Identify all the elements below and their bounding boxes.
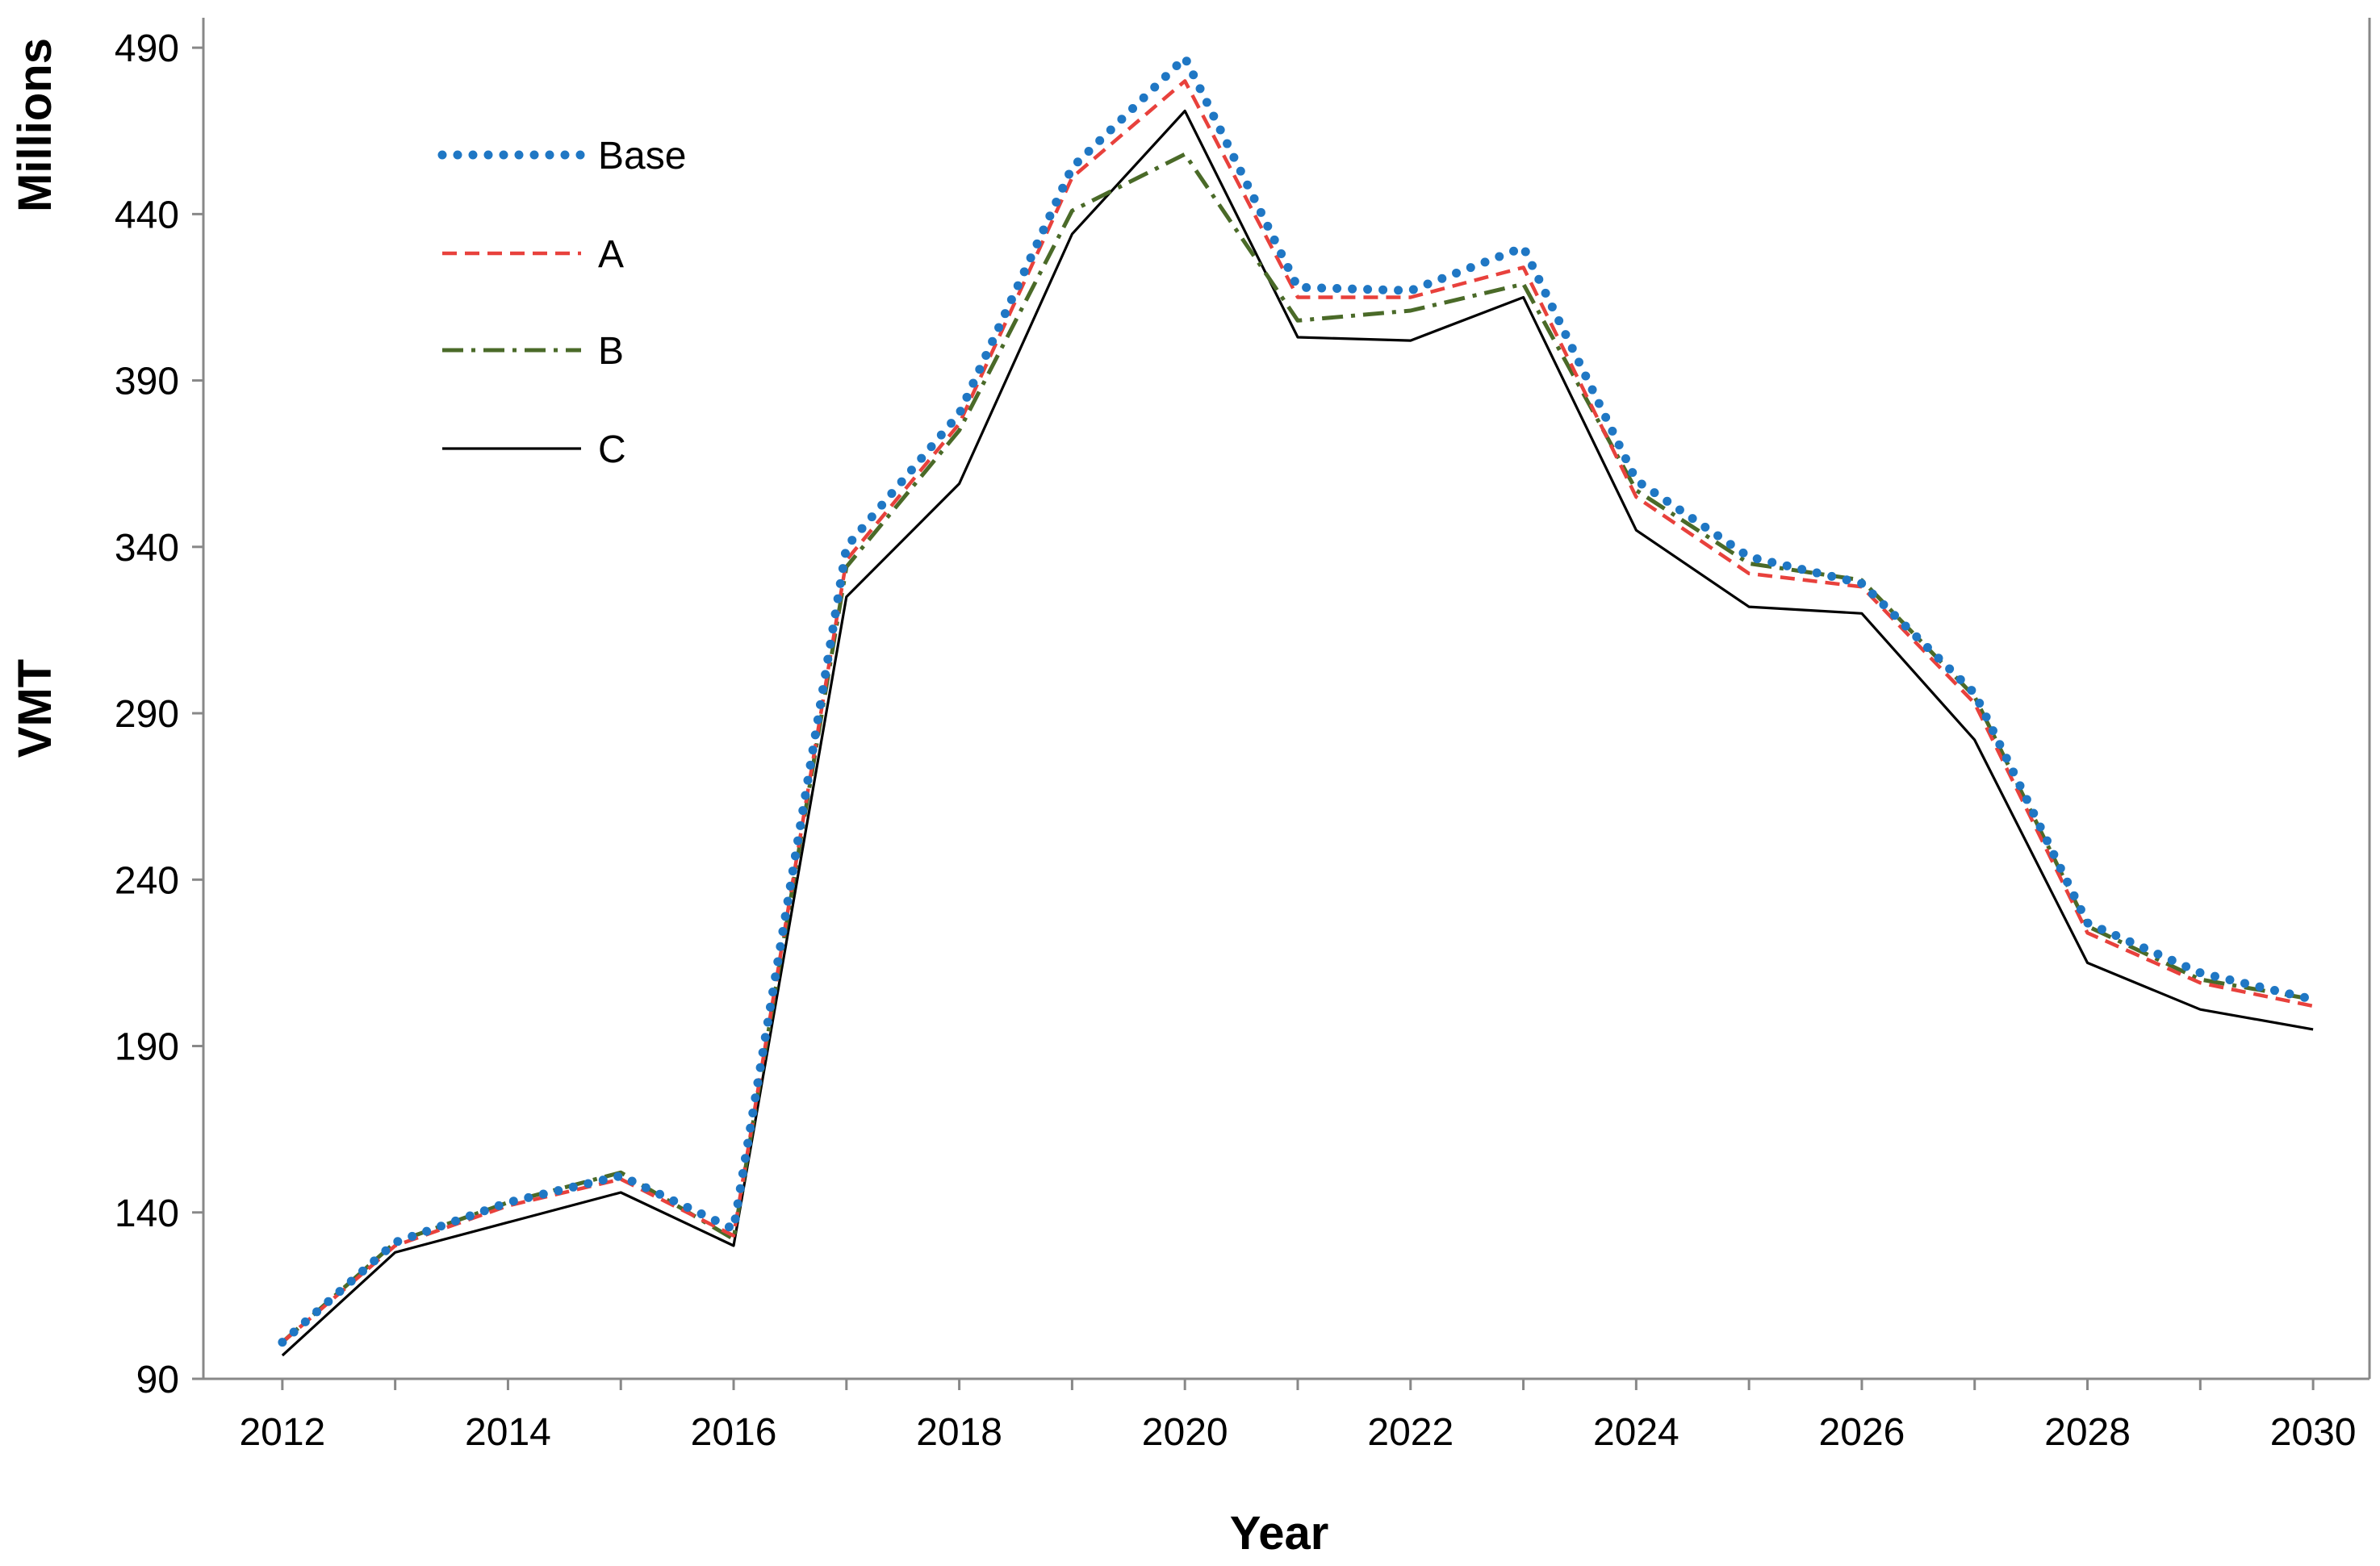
x-tick-label: 2024 (1593, 1411, 1679, 1454)
x-tick-label: 2028 (2044, 1411, 2131, 1454)
y-unit-label: Millions (9, 38, 61, 212)
y-tick-label: 390 (115, 361, 179, 403)
legend-label-c: C (598, 428, 626, 471)
series-line-base (278, 53, 2318, 1347)
y-tick-label: 90 (136, 1359, 179, 1401)
legend: Base A B C (437, 135, 686, 471)
series-line-b (281, 152, 2314, 1344)
series-lines (278, 53, 2318, 1357)
axes (192, 18, 2371, 1390)
y-tick-label: 340 (115, 527, 179, 570)
y-tick-label: 440 (115, 194, 179, 236)
y-tick-label: 290 (115, 693, 179, 736)
x-tick-label: 2026 (1819, 1411, 1905, 1454)
y-tick-labels: 90 140 190 240 290 340 390 440 490 (115, 27, 179, 1401)
x-tick-label: 2014 (465, 1411, 551, 1454)
legend-label-b: B (598, 330, 624, 373)
y-tick-label: 490 (115, 27, 179, 70)
y-tick-label: 190 (115, 1026, 179, 1069)
x-tick-labels: 2012 2014 2016 2018 2020 2022 2024 2026 2028 2030 (239, 1411, 2356, 1454)
x-tick-label: 2030 (2270, 1411, 2357, 1454)
series-line-c (281, 109, 2314, 1357)
x-axis-title: Year (1230, 1507, 1329, 1560)
y-tick-label: 240 (115, 859, 179, 902)
x-tick-label: 2012 (239, 1411, 325, 1454)
x-tick-label: 2020 (1142, 1411, 1228, 1454)
series-line-a (281, 79, 2314, 1344)
x-tick-label: 2016 (691, 1411, 777, 1454)
y-tick-label: 140 (115, 1192, 179, 1235)
y-axis-title: VMT (9, 659, 61, 758)
x-tick-label: 2022 (1367, 1411, 1454, 1454)
legend-label-base: Base (598, 135, 686, 177)
x-tick-label: 2018 (916, 1411, 1002, 1454)
legend-label-a: A (598, 233, 624, 276)
